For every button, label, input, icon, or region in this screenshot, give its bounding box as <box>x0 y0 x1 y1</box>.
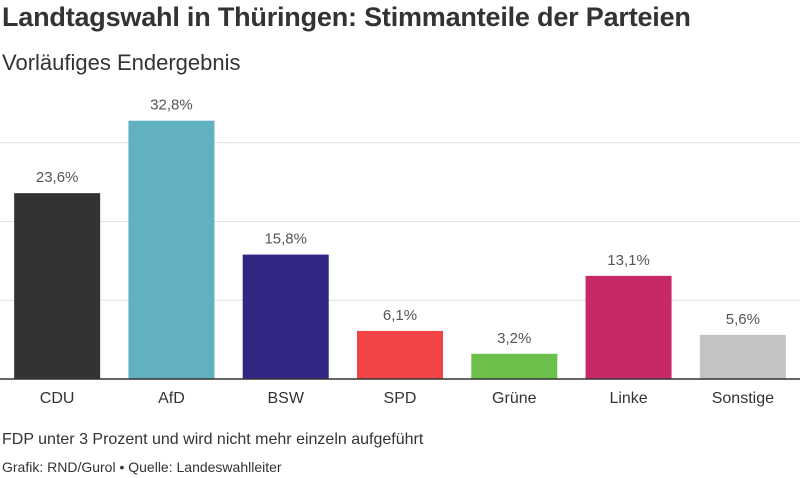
data-label: 5,6% <box>726 311 760 328</box>
data-label: 3,2% <box>497 330 531 347</box>
x-tick-label: Sonstige <box>712 390 774 407</box>
bar-spd <box>357 330 443 379</box>
chart-title: Landtagswahl in Thüringen: Stimmanteile … <box>2 2 691 32</box>
x-tick-label: AfD <box>158 390 185 407</box>
bar-chart: 23,6% CDU 32,8% AfD 15,8% BSW 6,1% SPD 3,2% Grüne… <box>0 97 800 407</box>
x-tick-label: Linke <box>609 390 647 407</box>
data-label: 32,8% <box>150 97 193 114</box>
x-tick-label: CDU <box>40 390 75 407</box>
bar-linke <box>585 275 672 379</box>
data-label: 13,1% <box>607 252 650 269</box>
data-label: 23,6% <box>36 169 79 186</box>
data-label: 15,8% <box>264 231 307 248</box>
x-tick-label: BSW <box>267 390 304 407</box>
bar-cdu <box>14 193 101 379</box>
x-tick-label: Grüne <box>492 390 537 407</box>
bar-sonstige <box>699 334 786 379</box>
source-credit: Grafik: RND/Gurol • Quelle: Landeswahlle… <box>2 459 282 475</box>
bar-afd <box>128 120 215 379</box>
data-label: 6,1% <box>383 307 417 324</box>
x-tick-label: SPD <box>384 390 417 407</box>
bar-grüne <box>471 353 558 379</box>
footnote: FDP unter 3 Prozent und wird nicht mehr … <box>2 431 424 448</box>
chart-subtitle: Vorläufiges Endergebnis <box>2 50 241 75</box>
bar-bsw <box>242 254 329 379</box>
